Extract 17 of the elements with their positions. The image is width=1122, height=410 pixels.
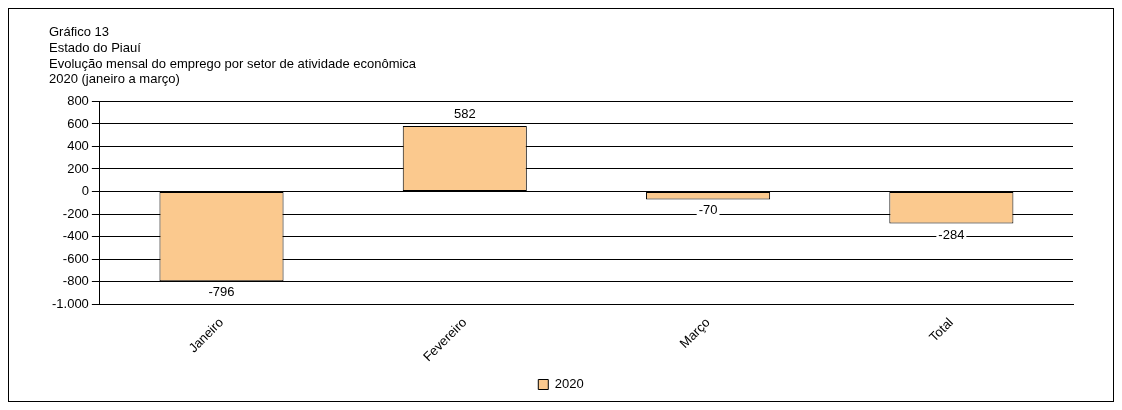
y-tick-label: 800 xyxy=(67,92,89,108)
y-tick-label: 600 xyxy=(67,115,89,131)
y-tick-label: 400 xyxy=(67,138,89,154)
y-tick-label: -200 xyxy=(62,205,89,221)
chart-title: Gráfico 13 xyxy=(49,24,109,40)
data-label: -284 xyxy=(938,226,965,242)
y-tick-label: 0 xyxy=(81,183,89,199)
data-label: -796 xyxy=(208,284,235,300)
y-tick-label: -1.000 xyxy=(51,295,89,311)
y-tick-label: 200 xyxy=(67,160,89,176)
chart-subtitle: Estado do Piauí Evolução mensal do emprego por setor de atividade econômica 2020 (janeiro a março) xyxy=(49,39,417,87)
y-tick-label: -400 xyxy=(62,228,89,244)
data-label: -70 xyxy=(698,202,718,218)
y-tick-label: -600 xyxy=(62,250,89,266)
y-tick-label: -800 xyxy=(62,273,89,289)
legend-label: 2020 xyxy=(554,376,584,392)
data-label: 582 xyxy=(453,106,476,122)
